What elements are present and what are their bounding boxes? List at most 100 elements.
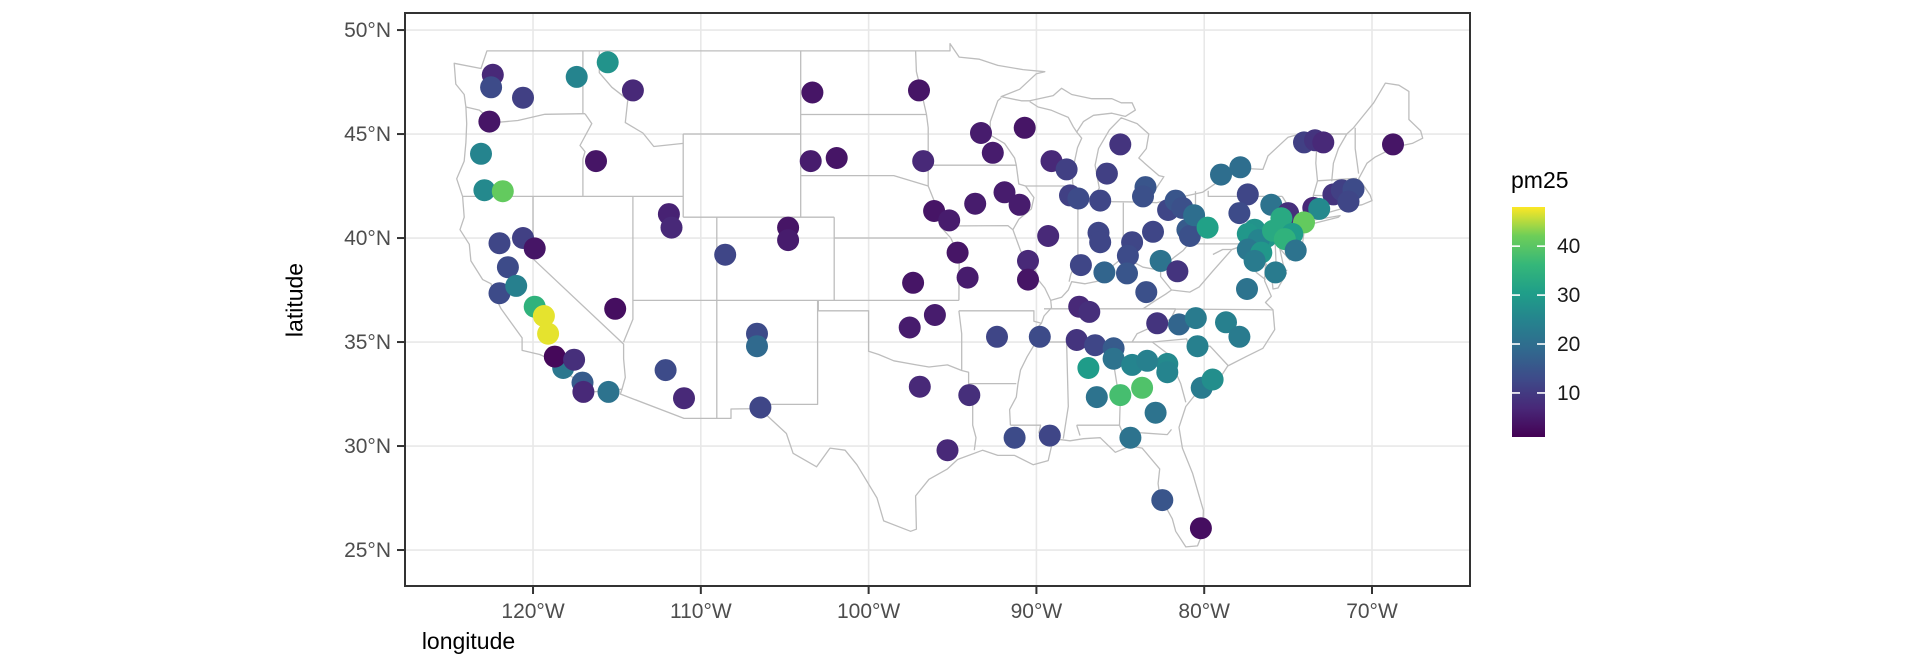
data-point (1017, 268, 1039, 291)
data-point (673, 387, 695, 410)
data-point (1144, 401, 1167, 424)
legend-tick-label: 40 (1557, 235, 1580, 258)
data-point (1017, 249, 1039, 272)
data-point (1131, 376, 1154, 399)
data-point (1284, 239, 1307, 262)
state-border (1029, 101, 1078, 133)
state-border (757, 300, 819, 406)
data-point (938, 209, 961, 232)
data-point (1151, 489, 1174, 512)
data-points-layer (470, 51, 1404, 540)
data-point (523, 237, 546, 260)
data-point (1186, 335, 1209, 358)
state-border (800, 174, 929, 187)
data-point (1215, 311, 1237, 334)
state-border (598, 50, 684, 148)
data-point (1166, 260, 1189, 283)
data-point (908, 79, 930, 102)
data-point (1028, 325, 1051, 348)
data-point (1149, 249, 1172, 272)
data-point (1196, 216, 1219, 239)
data-point (572, 380, 595, 403)
legend-title: pm25 (1511, 167, 1569, 193)
y-tick-label: 45°N (344, 123, 391, 146)
data-point (621, 79, 644, 102)
state-border (622, 196, 634, 343)
state-border (958, 310, 1042, 324)
data-point (1270, 207, 1293, 230)
data-point (660, 216, 683, 239)
data-point (749, 396, 772, 419)
data-point (1189, 517, 1212, 540)
data-point (902, 271, 925, 294)
data-point (1264, 261, 1287, 284)
legend-tick-label: 20 (1557, 333, 1580, 356)
data-point (1119, 426, 1142, 449)
data-point (585, 150, 607, 173)
data-point (1382, 133, 1404, 156)
data-point (1093, 261, 1116, 284)
data-point (1132, 185, 1154, 208)
data-point (596, 51, 619, 74)
data-point (1229, 156, 1252, 179)
data-point (1089, 231, 1112, 254)
legend-tick-label: 30 (1557, 284, 1580, 307)
data-point (1077, 357, 1100, 379)
data-point (532, 305, 555, 327)
data-point (1003, 426, 1026, 449)
x-tick-label: 70°W (1346, 600, 1398, 623)
data-point (923, 304, 946, 326)
state-border (1331, 133, 1348, 182)
x-tick-label: 120°W (501, 600, 564, 623)
data-point (1013, 116, 1036, 139)
state-border (465, 106, 586, 124)
data-point (1337, 190, 1360, 213)
state-border (1118, 424, 1173, 436)
data-point (1156, 361, 1179, 384)
state-border (1062, 341, 1069, 439)
data-point (1102, 347, 1125, 370)
data-point (1055, 158, 1078, 181)
data-point (801, 81, 824, 104)
data-point (1236, 183, 1259, 206)
data-point (491, 180, 514, 203)
data-point (597, 380, 620, 403)
data-point (496, 256, 519, 279)
data-point (1109, 384, 1132, 407)
data-point (1116, 244, 1139, 267)
state-border (1354, 127, 1360, 174)
data-point (898, 316, 921, 339)
data-point (956, 266, 979, 289)
data-point (1085, 386, 1108, 409)
data-point (1109, 133, 1132, 156)
data-point (1210, 163, 1232, 186)
x-tick-label: 80°W (1178, 600, 1230, 623)
state-border (939, 224, 1014, 231)
data-point (604, 297, 627, 320)
data-point (746, 335, 768, 358)
data-point (1116, 262, 1138, 285)
state-border (579, 113, 593, 197)
data-point (1065, 329, 1088, 351)
y-tick-label: 30°N (344, 435, 391, 458)
x-axis-title-row: longitude (0, 628, 1920, 655)
data-point (1135, 281, 1158, 304)
y-tick-label: 50°N (344, 19, 391, 42)
data-point (478, 110, 501, 133)
data-point (1201, 368, 1224, 391)
data-point (512, 86, 534, 109)
data-point (1089, 189, 1112, 212)
y-tick-label: 35°N (344, 331, 391, 354)
data-point (1228, 325, 1251, 348)
data-point (1038, 424, 1061, 447)
y-axis-title: latitude (281, 262, 308, 338)
state-border (1076, 425, 1081, 436)
data-point (1178, 225, 1201, 247)
data-point (1136, 349, 1159, 372)
data-point (825, 147, 848, 169)
legend-colorbar (1512, 207, 1545, 437)
data-point (1243, 249, 1266, 272)
data-point (1095, 162, 1118, 185)
data-point (1078, 300, 1101, 323)
data-point (488, 282, 511, 305)
